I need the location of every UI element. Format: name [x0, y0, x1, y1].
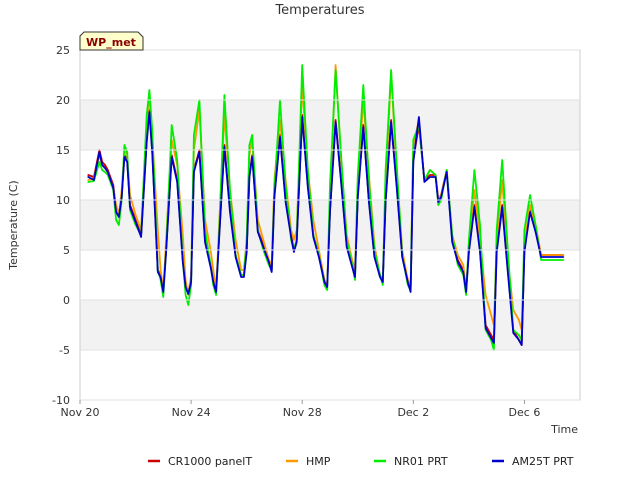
legend-label: HMP — [306, 455, 331, 468]
y-tick-label: 25 — [56, 44, 70, 57]
x-axis-ticks: Nov 20 Nov 24 Nov 28 Dec 2 Dec 6 — [61, 400, 541, 419]
x-tick-label: Nov 24 — [172, 406, 211, 419]
legend-label: CR1000 panelT — [168, 455, 252, 468]
station-badge: WP_met — [79, 31, 144, 51]
badge-label: WP_met — [86, 36, 136, 49]
plot-band — [80, 350, 580, 400]
y-tick-label: 10 — [56, 194, 70, 207]
y-tick-label: 5 — [63, 244, 70, 257]
y-tick-label: 15 — [56, 144, 70, 157]
y-tick-label: 0 — [63, 294, 70, 307]
legend-label: NR01 PRT — [394, 455, 448, 468]
x-tick-label: Dec 2 — [397, 406, 429, 419]
plot-band — [80, 300, 580, 350]
x-axis-title: Time — [550, 423, 578, 436]
chart-title: Temperatures — [274, 3, 364, 18]
plot-band — [80, 250, 580, 300]
legend-item: CR1000 panelT — [148, 455, 252, 468]
x-tick-label: Nov 20 — [61, 406, 100, 419]
plot-band — [80, 50, 580, 100]
series-line-am25t-prt — [87, 111, 565, 346]
y-tick-label: 20 — [56, 94, 70, 107]
y-tick-label: -10 — [52, 394, 70, 407]
x-tick-label: Nov 28 — [283, 406, 322, 419]
badge-shape — [79, 31, 144, 51]
legend-label: AM25T PRT — [512, 455, 574, 468]
y-axis-ticks: -10 -5 0 5 10 15 20 25 — [52, 44, 580, 407]
legend-item: NR01 PRT — [374, 455, 448, 468]
y-tick-label: -5 — [59, 344, 70, 357]
legend: CR1000 panelT HMP NR01 PRT AM25T PRT — [148, 455, 574, 468]
y-axis-title: Temperature (C) — [7, 180, 20, 270]
legend-item: AM25T PRT — [492, 455, 574, 468]
legend-item: HMP — [286, 455, 331, 468]
x-tick-label: Dec 6 — [509, 406, 541, 419]
plot-band — [80, 100, 580, 150]
series-lines — [87, 64, 565, 351]
